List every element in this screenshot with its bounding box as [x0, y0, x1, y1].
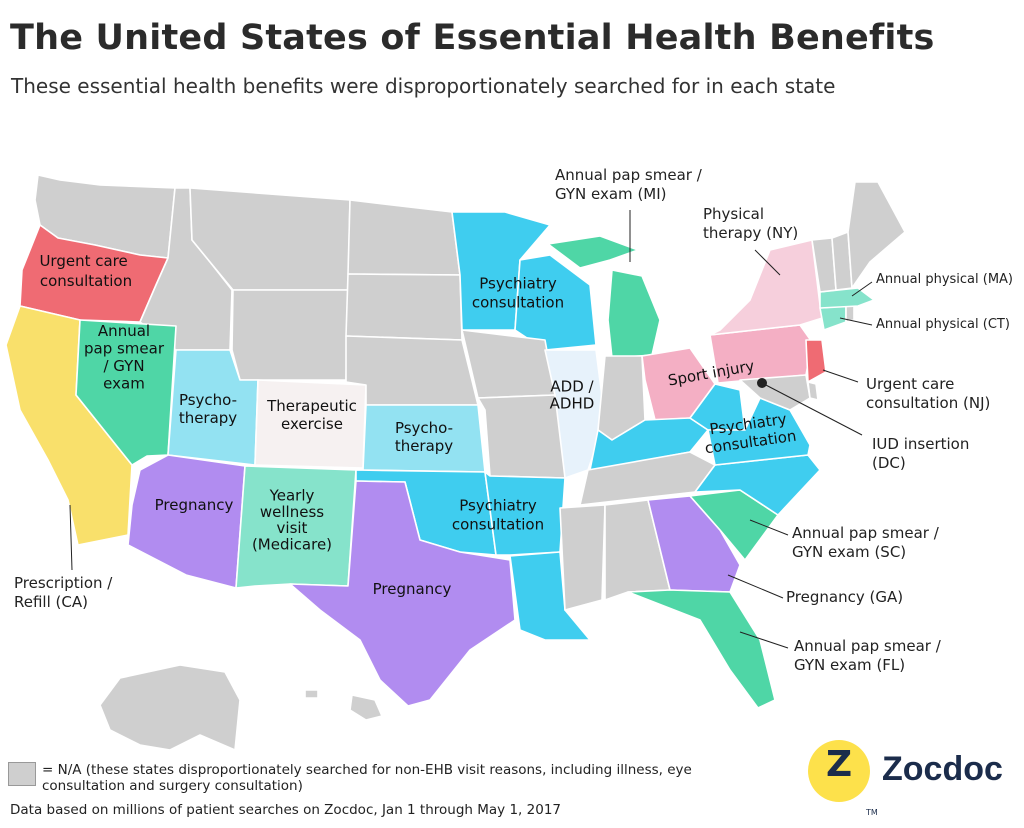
- label-nm-line: (Medicare): [252, 535, 332, 553]
- state-wi: [514, 254, 597, 351]
- label-or-line: consultation: [40, 272, 132, 290]
- state-tx: [289, 480, 516, 707]
- state-ia: [461, 329, 556, 399]
- callout-ny: Physical therapy (NY): [703, 205, 799, 242]
- label-tx-text: Pregnancy: [373, 580, 452, 598]
- state-md: [739, 374, 811, 411]
- callout-mi: Annual pap smear / GYN exam (MI): [555, 166, 702, 203]
- state-hi2: [304, 689, 319, 699]
- label-or: Urgent care consultation: [39, 252, 132, 290]
- callout-nj: Urgent care consultation (NJ): [866, 375, 991, 412]
- legend-na-text: = N/A (these states disproportionately s…: [42, 762, 692, 794]
- label-co-text: Therapeutic: [266, 397, 357, 415]
- label-ks-text: Psycho-: [395, 419, 453, 437]
- label-tx: Pregnancy: [373, 580, 452, 598]
- label-nm: Yearly wellness visit (Medicare): [252, 487, 332, 554]
- page-subtitle: These essential health benefits were dis…: [11, 74, 836, 98]
- dc-marker: [757, 378, 767, 388]
- state-ms: [559, 504, 606, 611]
- callout-ct: Annual physical (CT): [876, 317, 1010, 332]
- label-ut: Psycho-therapy: [179, 391, 237, 427]
- state-mi-up: [547, 235, 639, 269]
- state-sd: [345, 273, 463, 341]
- label-or-text: Urgent care: [39, 252, 127, 270]
- callout-ca: Prescription / Refill (CA): [14, 574, 113, 611]
- state-la: [509, 551, 591, 641]
- state-az: [127, 454, 246, 589]
- page-title: The United States of Essential Health Be…: [10, 18, 935, 58]
- label-co-line: exercise: [281, 415, 343, 433]
- label-nv-text: Annual: [98, 322, 150, 340]
- footnote: Data based on millions of patient search…: [10, 802, 561, 818]
- label-ut-text: Psycho-: [179, 391, 237, 409]
- label-ok-ar-text: Psychiatry: [459, 497, 537, 515]
- label-nv-line: / GYN: [103, 357, 144, 375]
- label-az-text: Pregnancy: [155, 496, 234, 514]
- callout-ma: Annual physical (MA): [876, 272, 1014, 287]
- label-mn-wi: Psychiatry consultation: [472, 275, 564, 312]
- state-ne: [345, 335, 479, 406]
- label-il-text: ADD /: [550, 378, 594, 396]
- state-nd: [347, 199, 461, 276]
- label-nv: Annual pap smear / GYN exam: [84, 322, 165, 393]
- label-nm-text: Yearly: [269, 487, 315, 505]
- callout-lines: [69, 210, 873, 649]
- state-mi: [607, 269, 661, 359]
- state-nv: [75, 319, 177, 466]
- callout-ga: Pregnancy (GA): [786, 588, 904, 606]
- state-nj: [805, 339, 827, 383]
- label-ok-ar: Psychiatry consultation: [452, 497, 544, 534]
- state-fl: [627, 589, 776, 709]
- label-ok-ar-line: consultation: [452, 515, 544, 533]
- label-ks-line: therapy: [395, 437, 453, 455]
- label-mn-wi-line: consultation: [472, 293, 564, 311]
- state-wy: [231, 289, 349, 381]
- callout-dc: IUD insertion (DC): [872, 435, 970, 472]
- state-va: [707, 397, 811, 466]
- state-me: [847, 181, 906, 289]
- label-ks: Psycho-therapy: [395, 419, 453, 455]
- label-nv-line: pap smear: [84, 339, 165, 357]
- state-wv: [689, 383, 746, 431]
- callout-fl: Annual pap smear / GYN exam (FL): [794, 637, 941, 674]
- zocdoc-logo-text: Zocdoc: [882, 750, 1003, 788]
- label-il-line: ADHD: [550, 394, 595, 412]
- label-nm-line: wellness: [260, 503, 324, 521]
- label-il: ADD / ADHD: [550, 378, 595, 413]
- label-co: Therapeutic exercise: [266, 397, 357, 433]
- zocdoc-logo-mark: [808, 740, 870, 802]
- label-nv-line: exam: [103, 374, 145, 392]
- label-nm-line: visit: [277, 519, 308, 537]
- label-ut-line: therapy: [179, 409, 237, 427]
- zocdoc-logo-tm: TM: [866, 808, 878, 817]
- state-de: [807, 381, 819, 401]
- label-mn-wi-text: Psychiatry: [479, 275, 557, 293]
- legend-na-swatch: [8, 762, 36, 786]
- label-az: Pregnancy: [155, 496, 234, 514]
- state-hi: [349, 694, 383, 721]
- state-ak: [99, 664, 241, 751]
- zocdoc-logo-letter: Z: [825, 744, 853, 785]
- callout-sc: Annual pap smear / GYN exam (SC): [792, 524, 939, 561]
